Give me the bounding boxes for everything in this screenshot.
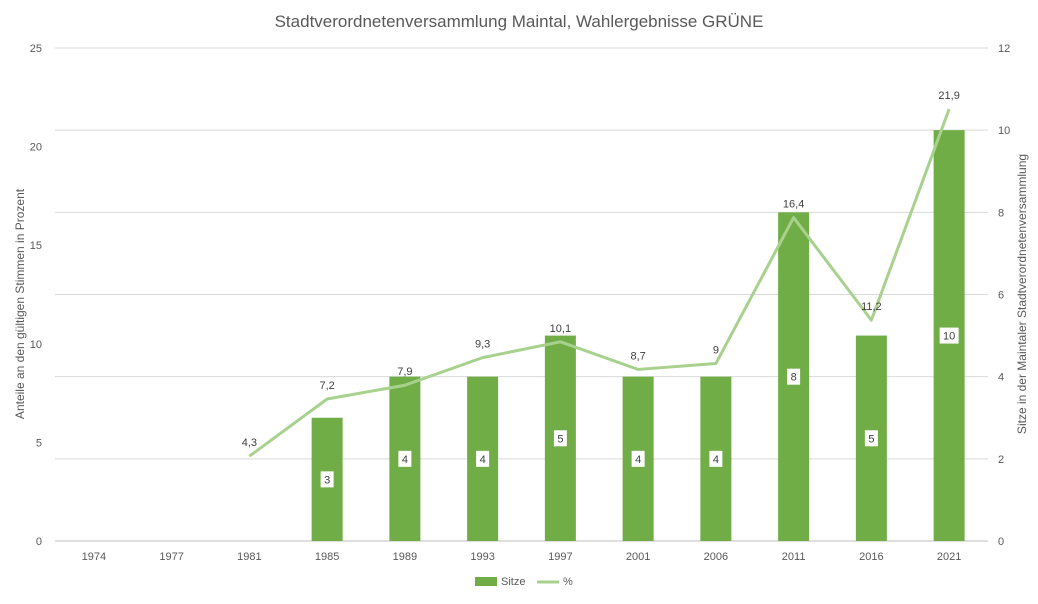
line-data-label: 9,3 (475, 339, 490, 351)
bar-label-box (939, 327, 959, 344)
x-axis-tick-label: 1993 (470, 551, 494, 563)
y-axis-left-tick-label: 20 (30, 142, 42, 154)
legend: Sitze% (475, 576, 573, 588)
bar-label-box (864, 430, 878, 447)
bar-data-label: 4 (713, 454, 719, 466)
line-data-label: 21,9 (938, 90, 959, 102)
chart-title: Stadtverordnetenversammlung Maintal, Wah… (275, 12, 764, 31)
x-axis-tick-label: 2001 (626, 551, 650, 563)
y-axis-left-tick-label: 5 (36, 437, 42, 449)
legend-label-percent: % (563, 576, 573, 588)
line-data-label: 11,2 (861, 301, 882, 313)
bar-label-box (787, 368, 801, 385)
data-labels: 3 4 4 5 4 4 8 5 10 4,3 7,2 7,9 9,3 10,1 8,7 9 16,4 11,2 21… (242, 90, 960, 488)
y-axis-left-tick-label: 0 (36, 536, 42, 548)
bar-label-box (476, 450, 490, 467)
x-axis-tick-label: 1981 (237, 551, 261, 563)
y-axis-right-tick-label: 10 (998, 125, 1010, 137)
bar-data-label: 3 (324, 474, 330, 486)
y-axis-left-tick-label: 25 (30, 43, 42, 55)
legend-swatch-sitze (475, 577, 497, 586)
x-axis-tick-label: 2021 (937, 551, 961, 563)
line-data-label: 8,7 (630, 350, 645, 362)
bar-data-label: 5 (557, 433, 563, 445)
y-axis-right-tick-label: 8 (998, 207, 1004, 219)
bar-data-label: 4 (402, 454, 408, 466)
grid-lines (55, 47, 988, 542)
line-data-label: 4,3 (242, 437, 257, 449)
line-data-label: 7,2 (319, 380, 334, 392)
bar-series-sitze (311, 130, 965, 542)
line-series-percent (248, 108, 951, 458)
legend-label-sitze: Sitze (501, 576, 525, 588)
x-axis-tick-label: 1974 (82, 551, 106, 563)
line-data-label: 7,9 (397, 366, 412, 378)
bar-label-box (553, 430, 567, 447)
x-axis-tick-label: 1997 (548, 551, 572, 563)
x-axis-tick-label: 2011 (782, 551, 806, 563)
y-axis-left-tick-label: 15 (30, 240, 42, 252)
line-percent (248, 108, 951, 458)
x-axis-tick-label: 1985 (315, 551, 339, 563)
bar-data-label: 8 (791, 372, 797, 384)
x-axis-tick-label: 2016 (859, 551, 883, 563)
bar-label-box (398, 450, 412, 467)
x-axis-tick-label: 1989 (393, 551, 417, 563)
line-data-label: 16,4 (783, 199, 804, 211)
bar-data-label: 4 (635, 454, 641, 466)
y-axis-right-tick-label: 6 (998, 290, 1004, 302)
y-axis-right-tick-label: 12 (998, 43, 1010, 55)
x-axis-tick-label: 1977 (159, 551, 183, 563)
y-axis-right-tick-label: 4 (998, 372, 1004, 384)
line-data-label: 10,1 (550, 323, 571, 335)
bar-label-box (631, 450, 645, 467)
y-axis-right-label: Sitze in der Maintaler Stadtverordnetenv… (1015, 154, 1029, 434)
y-axis-right-tick-label: 2 (998, 454, 1004, 466)
bar-label-box (320, 471, 334, 488)
y-axis-right-tick-label: 0 (998, 536, 1004, 548)
y-axis-left-tick-label: 10 (30, 339, 42, 351)
axes: 0 5 10 15 20 25 0 2 4 6 8 10 12 1974 1977 1981 1985 1989 1… (30, 43, 1011, 563)
bar-data-label: 4 (480, 454, 486, 466)
bar-label-box (709, 450, 723, 467)
line-data-label: 9 (713, 345, 719, 357)
x-axis-tick-label: 2006 (704, 551, 728, 563)
bar-data-label: 10 (943, 331, 955, 343)
bar-data-label: 5 (868, 433, 874, 445)
y-axis-left-label: Anteile an den gültigen Stimmen in Proze… (13, 188, 27, 419)
